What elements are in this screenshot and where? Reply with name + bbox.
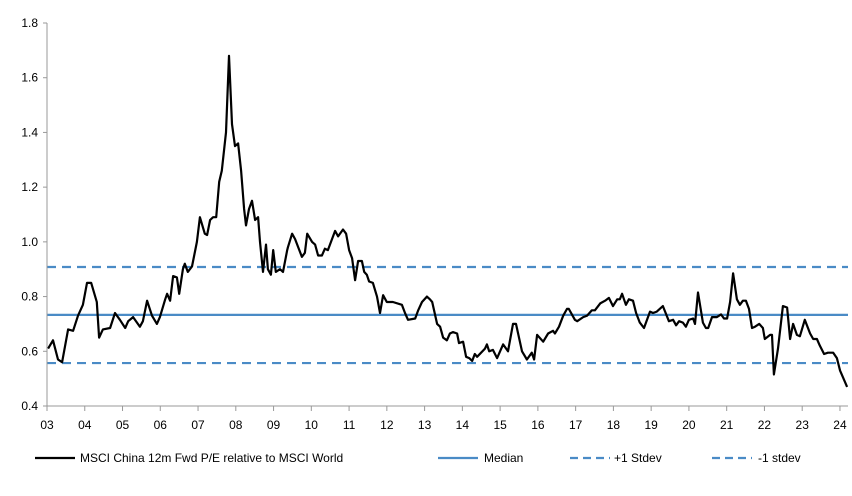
x-tick-label: 07 (191, 418, 205, 432)
x-tick-label: 15 (493, 418, 507, 432)
legend-label-minus1: -1 stdev (758, 451, 801, 465)
x-tick-label: 03 (40, 418, 54, 432)
legend-label-pe: MSCI China 12m Fwd P/E relative to MSCI … (80, 451, 343, 465)
x-tick-label: 19 (644, 418, 658, 432)
x-tick-label: 17 (569, 418, 583, 432)
y-tick-label: 1.0 (21, 235, 38, 249)
legend-label-plus1: +1 Stdev (614, 451, 662, 465)
x-tick-label: 10 (305, 418, 319, 432)
x-tick-label: 24 (833, 418, 847, 432)
x-tick-label: 09 (267, 418, 281, 432)
y-tick-label: 1.4 (21, 125, 38, 139)
reference-lines (47, 265, 848, 365)
x-ticks: 03 04 05 06 07 08 09 10 11 12 13 14 15 16 17 18 19 20 21 22… (40, 406, 847, 432)
y-tick-label: 0.8 (21, 290, 38, 304)
x-tick-label: 12 (380, 418, 394, 432)
x-tick-label: 20 (682, 418, 696, 432)
y-tick-label: 0.6 (21, 344, 38, 358)
y-ticks: 0.4 0.6 0.8 1.0 1.2 1.4 1.6 1.8 (21, 16, 47, 413)
y-tick-label: 0.4 (21, 399, 38, 413)
y-tick-label: 1.6 (21, 71, 38, 85)
x-tick-label: 06 (154, 418, 168, 432)
x-tick-label: 21 (720, 418, 734, 432)
x-tick-label: 22 (758, 418, 772, 432)
x-tick-label: 18 (607, 418, 621, 432)
legend: MSCI China 12m Fwd P/E relative to MSCI … (35, 451, 801, 465)
x-tick-label: 13 (418, 418, 432, 432)
x-tick-label: 04 (78, 418, 92, 432)
x-tick-label: 08 (229, 418, 243, 432)
legend-label-median: Median (484, 451, 523, 465)
y-tick-label: 1.2 (21, 180, 38, 194)
series-line-pe-relative (47, 54, 849, 388)
y-tick-label: 1.8 (21, 16, 38, 30)
x-tick-label: 14 (456, 418, 470, 432)
x-tick-label: 23 (796, 418, 810, 432)
x-tick-label: 11 (343, 418, 356, 432)
x-tick-label: 05 (116, 418, 130, 432)
x-tick-label: 16 (531, 418, 545, 432)
